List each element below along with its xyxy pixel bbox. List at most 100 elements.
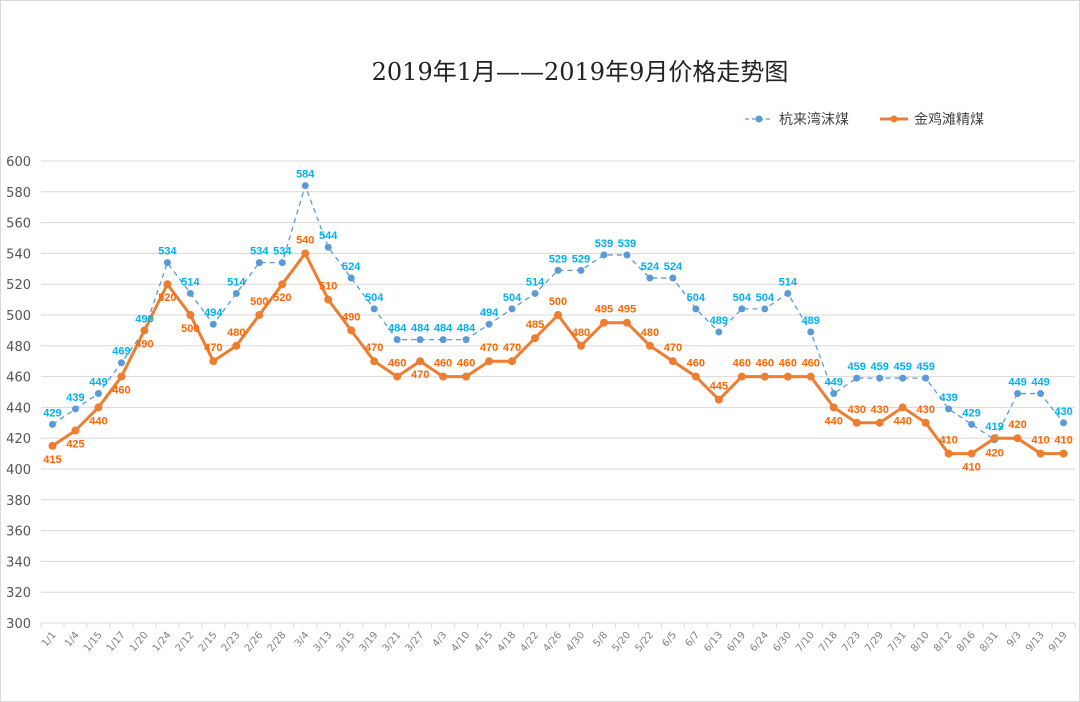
data-label: 410 [1031,435,1049,447]
data-label: 460 [802,358,820,370]
x-tick-label: 2/15 [197,630,220,654]
data-point [990,434,999,443]
data-point [531,334,540,343]
data-point [1037,390,1045,398]
data-point [898,403,907,412]
y-tick-label: 500 [6,309,31,324]
data-point [714,395,723,404]
legend-label: 杭来湾沫煤 [779,111,849,128]
data-label: 514 [779,276,798,288]
y-tick-label: 440 [6,401,31,416]
data-point [645,341,654,350]
data-point [784,289,792,297]
data-label: 470 [664,342,682,354]
data-label: 410 [1054,435,1072,447]
y-tick-label: 560 [6,217,31,232]
data-label: 415 [43,454,61,466]
data-label: 484 [457,323,476,335]
data-label: 490 [342,311,360,323]
data-point [968,420,976,428]
x-tick-label: 3/21 [381,630,404,654]
data-label: 449 [1008,377,1026,389]
data-label: 524 [641,261,660,273]
data-label: 500 [250,296,268,308]
y-tick-label: 360 [6,525,31,540]
data-point [140,326,149,335]
x-tick-label: 4/18 [495,630,518,654]
data-point [899,374,907,382]
x-tick-label: 6/24 [748,630,771,654]
x-tick-label: 2/26 [243,630,266,654]
data-label: 439 [66,392,84,404]
y-tick-label: 480 [6,340,31,355]
data-point [623,251,631,259]
data-point [1013,434,1022,443]
data-label: 484 [411,323,430,335]
data-point [1059,449,1068,458]
data-label: 429 [43,407,61,419]
data-point [807,328,815,336]
x-tick-label: 2/12 [174,630,197,654]
x-tick-label: 3/27 [404,630,427,654]
y-tick-label: 380 [6,494,31,509]
data-point [761,305,769,313]
data-point [691,372,700,381]
data-label: 529 [549,253,567,265]
legend-item-1: 杭来湾沫煤 [745,111,849,128]
data-point [255,311,264,319]
x-tick-label: 3/4 [293,630,312,649]
x-tick-label: 4/22 [518,630,541,654]
data-label: 460 [112,385,130,397]
x-tick-label: 2/23 [220,630,243,654]
data-label: 460 [388,358,406,370]
data-label: 459 [871,361,889,373]
x-tick-label: 2/28 [266,630,289,654]
x-tick-label: 4/3 [431,630,450,649]
data-label: 425 [66,439,84,451]
data-label: 419 [985,421,1003,433]
y-tick-label: 300 [6,617,31,632]
x-tick-label: 4/10 [450,630,473,654]
x-tick-label: 7/31 [886,630,909,654]
data-point [783,372,792,381]
data-point [462,336,470,344]
x-tick-label: 4/26 [541,630,564,654]
x-tick-label: 9/19 [1047,630,1070,654]
x-tick-label: 6/7 [683,630,702,649]
y-tick-label: 340 [6,555,31,570]
data-label: 430 [848,404,866,416]
data-label: 514 [181,276,200,288]
legend: 杭来湾沫煤 金鸡滩精煤 [745,111,984,128]
gridlines [41,160,1075,624]
data-label: 534 [273,246,292,258]
data-label: 504 [756,292,775,304]
y-tick-label: 600 [6,155,31,170]
data-point [186,311,195,319]
data-point [945,405,953,413]
data-point [554,266,562,274]
data-label: 459 [916,361,934,373]
data-label: 480 [227,327,245,339]
data-point [599,318,608,327]
data-label: 495 [595,304,613,316]
data-point [830,390,838,398]
x-tick-label: 1/1 [40,630,59,649]
data-point [485,320,493,328]
x-tick-label: 3/15 [335,630,358,654]
data-label: 420 [985,448,1003,460]
data-label: 439 [939,392,957,404]
data-point [829,403,838,412]
series-2 [48,249,1068,458]
data-point [622,318,631,327]
y-tick-label: 420 [6,432,31,447]
data-label: 470 [480,342,498,354]
data-point [416,357,425,366]
data-label: 494 [204,307,223,319]
data-label: 524 [342,261,361,273]
data-point [393,336,401,344]
data-label: 495 [618,304,636,316]
data-point [922,374,930,382]
data-point [163,280,172,289]
x-tick-label: 3/13 [312,630,335,654]
data-label: 520 [273,292,291,304]
